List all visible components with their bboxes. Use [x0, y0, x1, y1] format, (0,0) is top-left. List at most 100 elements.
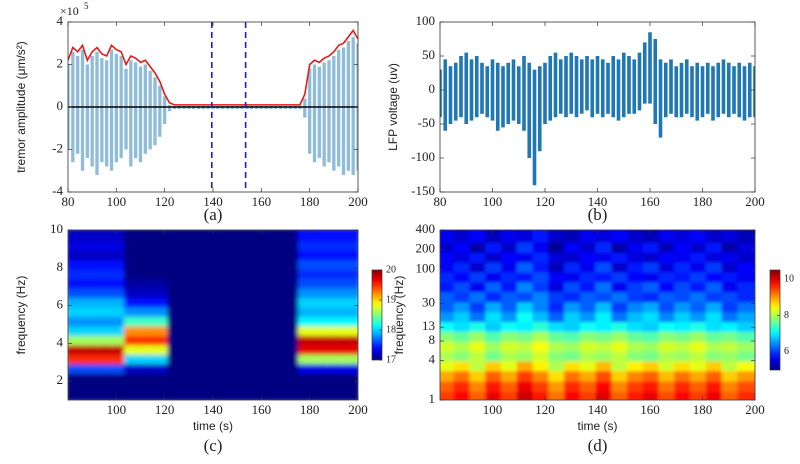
x-tick-label: 200	[745, 194, 765, 209]
x-tick-label: 160	[252, 402, 272, 417]
colorbar-tick-label: 20	[386, 264, 396, 275]
x-tick-label: 200	[745, 402, 765, 417]
heatmap-cell	[595, 230, 616, 243]
x-axis-label: time (s)	[193, 419, 233, 433]
y-tick-label: 8	[429, 332, 436, 347]
heatmap-cell	[341, 230, 358, 242]
y-tick-label: 2	[57, 372, 64, 387]
x-tick-label: 140	[588, 194, 608, 209]
heatmap-cell	[182, 388, 201, 400]
y-tick-label: 50	[422, 47, 435, 62]
x-tick-label: 160	[252, 194, 272, 209]
heatmap-cell	[312, 230, 331, 242]
heatmap	[68, 230, 358, 400]
x-tick-label: 100	[483, 402, 503, 417]
x-tick-label: 80	[434, 194, 447, 209]
heatmap-cell	[737, 230, 755, 243]
heatmap-cell	[167, 230, 186, 242]
y-tick-label: 4	[57, 334, 64, 349]
y-tick-label: 10	[50, 221, 63, 236]
colorbar-tick-label: 19	[386, 294, 396, 305]
y-tick-label: 400	[416, 221, 436, 236]
y-tick-label: -50	[418, 115, 435, 130]
heatmap-cell	[68, 388, 85, 400]
x-tick-label: 160	[640, 402, 660, 417]
colorbar-tick-label: 8	[784, 310, 789, 321]
heatmap-cell	[225, 388, 244, 400]
colorbar-tick-label: 10	[784, 273, 794, 284]
heatmap-cell	[254, 230, 273, 242]
axis-multiplier: ×10	[60, 4, 79, 18]
heatmap-cell	[167, 388, 186, 400]
heatmap-cell	[225, 230, 244, 242]
heatmap-cell	[211, 388, 230, 400]
heatmap-cell	[211, 230, 230, 242]
x-axis-label: time (s)	[578, 419, 618, 433]
heatmap-cell	[240, 388, 259, 400]
heatmap-cell	[485, 230, 505, 243]
plot-area	[68, 230, 358, 400]
y-tick-label: 13	[422, 318, 435, 333]
panel-caption: (d)	[588, 436, 608, 455]
y-axis-label: frequency (Hz)	[14, 276, 28, 355]
heatmap-cell	[109, 230, 128, 242]
heatmap-cell	[124, 388, 143, 400]
y-tick-label: 200	[416, 241, 436, 256]
heatmap-cell	[627, 230, 647, 243]
x-tick-label: 120	[535, 194, 555, 209]
heatmap-cell	[611, 230, 631, 243]
heatmap-cell	[341, 388, 358, 400]
heatmap-cell	[440, 230, 458, 243]
heatmap-cell	[532, 230, 553, 243]
heatmap-cell	[283, 230, 302, 242]
panel-caption: (c)	[204, 436, 223, 455]
heatmap-cell	[153, 230, 172, 242]
y-tick-label: -4	[52, 183, 63, 198]
y-tick-label: 8	[57, 259, 64, 274]
y-tick-label: -2	[52, 140, 63, 155]
heatmap-cell	[298, 230, 317, 242]
heatmap-cell	[283, 388, 302, 400]
heatmap-cell	[109, 388, 128, 400]
heatmap-cell	[312, 388, 331, 400]
y-tick-label: -150	[411, 183, 435, 198]
y-tick-label: 100	[416, 260, 436, 275]
heatmap-cell	[138, 388, 157, 400]
x-tick-label: 160	[640, 194, 660, 209]
panel-caption: (b)	[588, 205, 608, 224]
colorbar-tick-label: 18	[386, 324, 396, 335]
y-tick-label: 6	[57, 297, 64, 312]
x-tick-label: 200	[348, 194, 368, 209]
x-tick-label: 100	[107, 194, 127, 209]
heatmap	[440, 230, 755, 400]
y-axis-label: tremor amplitude (μm/s²)	[14, 41, 28, 173]
heatmap-cell	[579, 230, 600, 243]
heatmap-cell	[721, 230, 742, 243]
x-tick-label: 140	[203, 194, 223, 209]
y-tick-label: 4	[57, 13, 64, 28]
heatmap-cell	[95, 388, 114, 400]
heatmap-cell	[298, 388, 317, 400]
heatmap-cell	[453, 230, 474, 243]
y-tick-label: 0	[429, 81, 436, 96]
heatmap-cell	[269, 230, 288, 242]
heatmap-cell	[548, 230, 568, 243]
heatmap-cell	[124, 230, 143, 242]
y-tick-label: 0	[57, 98, 64, 113]
y-tick-label: 1	[429, 391, 436, 406]
heatmap-cell	[690, 230, 710, 243]
x-tick-label: 100	[107, 402, 127, 417]
x-tick-label: 180	[300, 402, 320, 417]
panel-caption: (a)	[204, 205, 223, 224]
heatmap-cell	[658, 230, 679, 243]
x-tick-label: 120	[155, 194, 175, 209]
x-tick-label: 180	[300, 194, 320, 209]
axis-multiplier-exponent: 5	[84, 1, 89, 11]
heatmap-cell	[469, 230, 490, 243]
heatmap-cell	[327, 388, 346, 400]
x-tick-label: 120	[155, 402, 175, 417]
heatmap-cell	[269, 388, 288, 400]
x-tick-label: 180	[693, 402, 713, 417]
y-tick-label: 2	[57, 55, 64, 70]
